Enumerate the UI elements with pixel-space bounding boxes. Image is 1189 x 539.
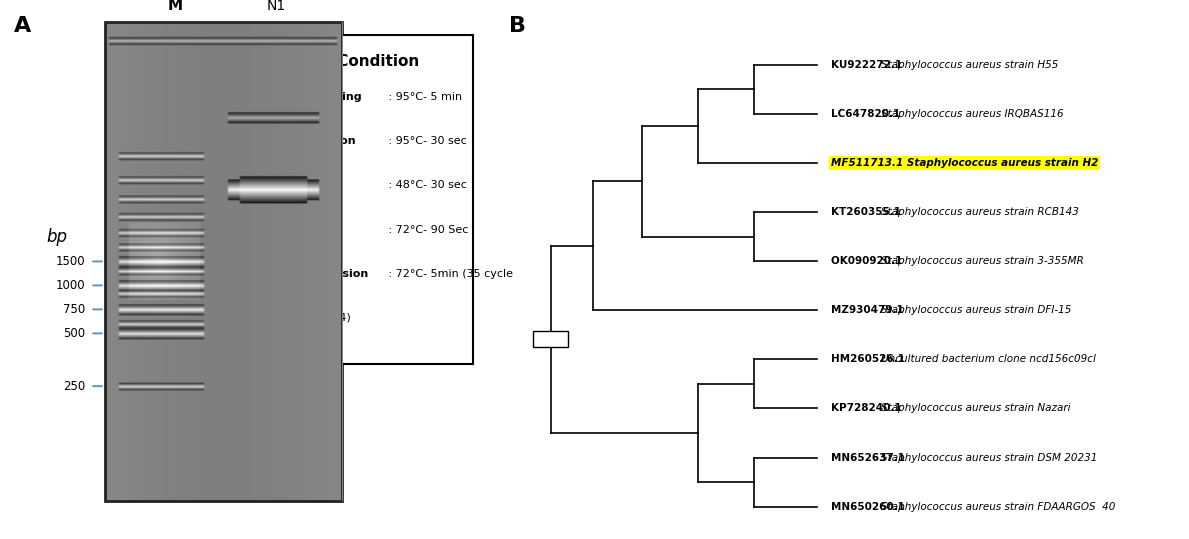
Text: 1. Initial Heating: 1. Initial Heating	[257, 92, 361, 102]
Text: from step 2 to 4): from step 2 to 4)	[257, 313, 351, 323]
Text: bp: bp	[46, 228, 68, 246]
FancyBboxPatch shape	[245, 35, 473, 364]
Text: : 72°C- 5min (35 cycle: : 72°C- 5min (35 cycle	[385, 269, 514, 279]
Text: 500: 500	[63, 327, 86, 340]
Text: : 72°C- 90 Sec: : 72°C- 90 Sec	[385, 225, 468, 234]
Text: Staphylococcus aureus strain DFI-15: Staphylococcus aureus strain DFI-15	[881, 305, 1071, 315]
Text: KT260355.1: KT260355.1	[831, 207, 905, 217]
Text: 5. Final Extension: 5. Final Extension	[257, 269, 369, 279]
Text: KP728240.1: KP728240.1	[831, 404, 906, 413]
Text: A: A	[14, 16, 32, 36]
Text: M: M	[168, 0, 183, 13]
Text: B: B	[509, 16, 526, 36]
Text: HM260526.1: HM260526.1	[831, 354, 908, 364]
Text: 2. Denaturation: 2. Denaturation	[257, 136, 356, 146]
Text: MF511713.1 Staphylococcus aureus strain H2: MF511713.1 Staphylococcus aureus strain …	[831, 158, 1099, 168]
Text: 1500: 1500	[56, 255, 86, 268]
Text: : 48°C- 30 sec: : 48°C- 30 sec	[385, 181, 467, 190]
Text: Staphylococcus aureus strain Nazari: Staphylococcus aureus strain Nazari	[881, 404, 1071, 413]
Text: Staphylococcus aureus IRQBAS116: Staphylococcus aureus IRQBAS116	[881, 109, 1064, 119]
Text: Staphylococcus aureus strain FDAARGOS  40: Staphylococcus aureus strain FDAARGOS 40	[881, 502, 1115, 512]
Text: : 95°C- 30 sec: : 95°C- 30 sec	[385, 136, 467, 146]
Bar	[533, 331, 568, 348]
Text: Staphylococcus aureus strain DSM 20231: Staphylococcus aureus strain DSM 20231	[881, 453, 1097, 462]
Text: KU922272.1: KU922272.1	[831, 60, 906, 70]
Text: LC647820.1: LC647820.1	[831, 109, 904, 119]
Text: 3. Annealing: 3. Annealing	[257, 181, 335, 190]
Text: MN650260.1: MN650260.1	[831, 502, 908, 512]
Text: MN652637.1: MN652637.1	[831, 453, 908, 462]
Text: Uncultured bacterium clone ncd156c09cl: Uncultured bacterium clone ncd156c09cl	[881, 354, 1096, 364]
Text: : 95°C- 5 min: : 95°C- 5 min	[385, 92, 463, 102]
Text: 250: 250	[63, 379, 86, 392]
Text: Staphylococcus aureus strain RCB143: Staphylococcus aureus strain RCB143	[881, 207, 1080, 217]
Bar	[105, 22, 342, 501]
Text: Staphylococcus aureus strain H55: Staphylococcus aureus strain H55	[881, 60, 1058, 70]
Text: 4. Extension: 4. Extension	[257, 225, 334, 234]
Text: 750: 750	[63, 303, 86, 316]
Text: N1: N1	[266, 0, 285, 13]
Text: Staphylococcus aureus strain 3-355MR: Staphylococcus aureus strain 3-355MR	[881, 256, 1084, 266]
Text: OK090920.1: OK090920.1	[831, 256, 906, 266]
Text: PCR Condition: PCR Condition	[298, 54, 420, 69]
Text: 1000: 1000	[56, 279, 86, 292]
Text: MZ930479.1: MZ930479.1	[831, 305, 907, 315]
